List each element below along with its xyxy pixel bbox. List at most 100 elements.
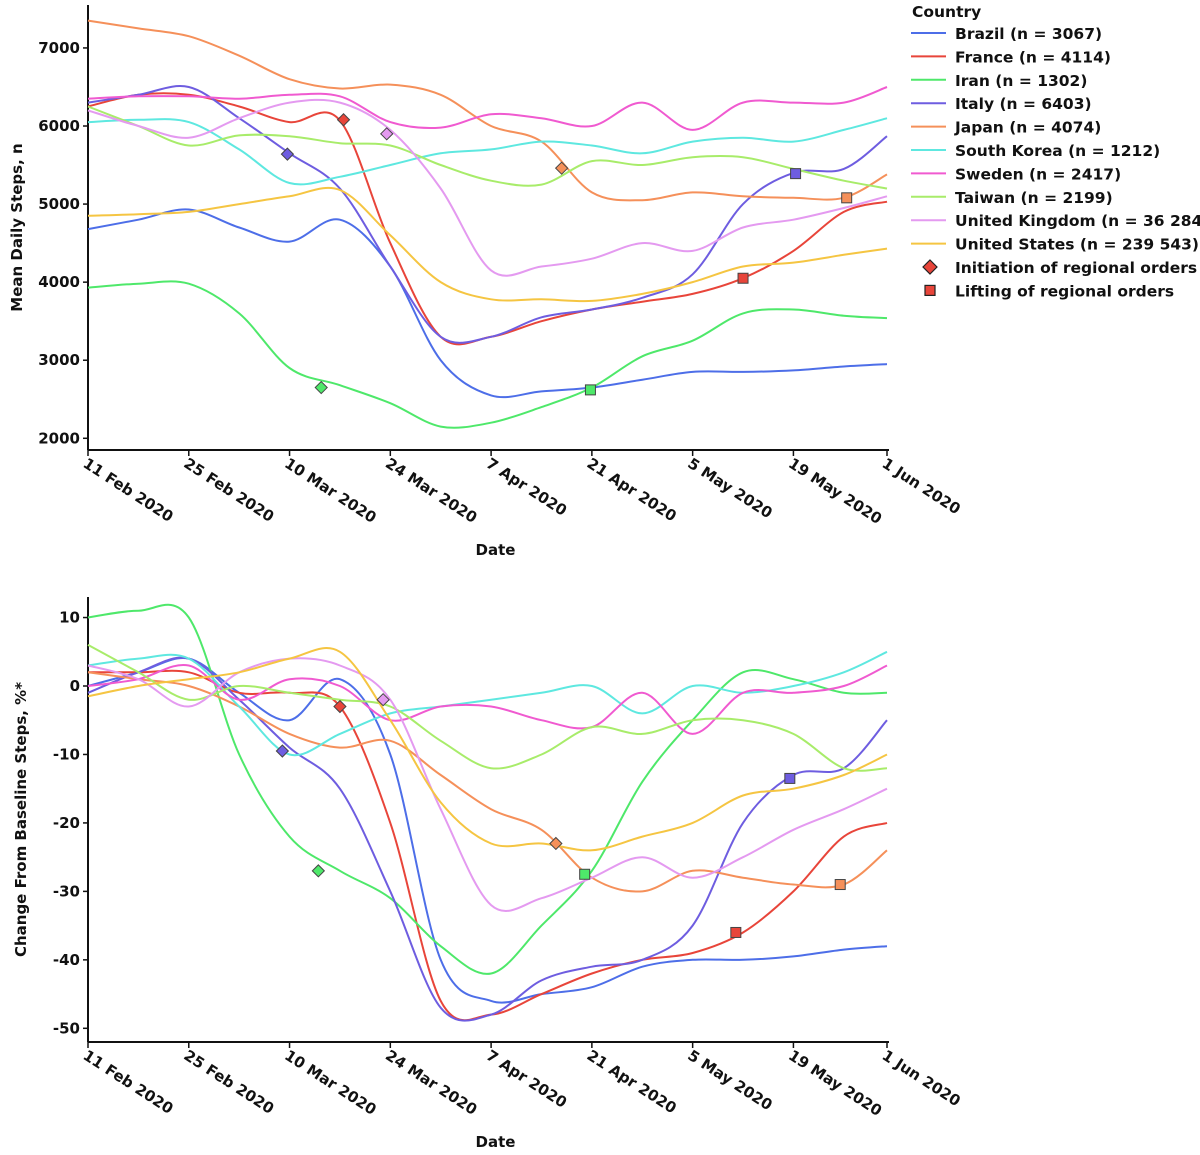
legend-label: South Korea (n = 1212) [955, 142, 1160, 160]
lifting-marker-iran [579, 868, 591, 880]
chart-panel-2: -50 -40 -30 -20 -10 0 10 11 Feb 2020 25 Feb 2020… [12, 597, 964, 1151]
legend-label: France (n = 4114) [955, 48, 1111, 66]
y-tick-label: 6000 [38, 117, 80, 135]
lifting-marker-italy [784, 772, 796, 784]
x-tick-label: 25 Feb 2020 [181, 1046, 278, 1118]
x-axis-label: Date [476, 541, 516, 559]
series-line-sweden [87, 86, 888, 131]
x-tick-label: 5 May 2020 [684, 1046, 775, 1114]
y-tick-label: 4000 [38, 273, 80, 291]
legend-label: Lifting of regional orders [955, 282, 1174, 300]
x-tick-label: 24 Mar 2020 [382, 1046, 480, 1119]
x-tick-label: 1 Jun 2020 [879, 1046, 964, 1110]
series-line-japan [87, 19, 888, 202]
y-tick-label: -10 [53, 745, 80, 763]
legend-label: Italy (n = 6403) [955, 95, 1092, 113]
legend-item: United States (n = 239 543) [911, 236, 1199, 254]
legend-item: Japan (n = 4074) [911, 119, 1101, 137]
x-tick-label: 19 May 2020 [785, 454, 885, 528]
initiation-marker-japan [549, 836, 563, 851]
series-line-france [87, 669, 888, 1022]
x-tick-label: 1 Jun 2020 [879, 454, 964, 518]
series-line-taiwan [87, 644, 888, 772]
series-line-italy [87, 656, 888, 1022]
initiation-marker-japan [554, 161, 569, 175]
legend-label: United States (n = 239 543) [955, 236, 1199, 254]
lifting-marker-italy [790, 168, 802, 180]
series-line-south-korea [87, 117, 888, 186]
y-tick-label: -50 [53, 1019, 80, 1037]
lifting-marker-france [730, 926, 742, 938]
series-line-sweden [87, 663, 888, 735]
legend-title: Country [912, 3, 981, 21]
x-tick-label: 10 Mar 2020 [281, 1046, 379, 1119]
square-icon [924, 284, 936, 296]
initiation-marker-france [336, 113, 351, 127]
diamond-icon [922, 259, 938, 275]
initiation-marker-iran [311, 864, 326, 878]
legend-item: South Korea (n = 1212) [911, 142, 1160, 160]
series-line-brazil [87, 657, 888, 1004]
lifting-marker-japan [834, 879, 846, 891]
initiation-marker-france [333, 699, 347, 714]
x-tick-label: 24 Mar 2020 [382, 454, 480, 527]
y-tick-label: 0 [70, 677, 80, 695]
x-tick-label: 11 Feb 2020 [80, 1046, 177, 1118]
initiation-marker-iran [314, 380, 328, 395]
initiation-marker-italy [275, 744, 290, 758]
series-line-iran [87, 280, 888, 429]
legend-item: Brazil (n = 3067) [911, 25, 1102, 43]
series-line-united-states [87, 186, 888, 303]
legend-item: Sweden (n = 2417) [911, 165, 1121, 183]
x-tick-label: 5 May 2020 [684, 454, 775, 522]
legend-label: Sweden (n = 2417) [955, 165, 1121, 183]
series-line-taiwan [87, 105, 888, 190]
y-axis-label: Change From Baseline Steps, %* [12, 682, 30, 957]
y-axis-label: Mean Daily Steps, n [8, 143, 26, 311]
legend-label: Brazil (n = 3067) [955, 25, 1102, 43]
legend-label: Iran (n = 1302) [955, 72, 1087, 90]
y-tick-label: 7000 [38, 39, 80, 57]
x-tick-label: 11 Feb 2020 [80, 454, 177, 526]
x-tick-label: 7 Apr 2020 [483, 1046, 570, 1111]
initiation-marker-united-kingdom [376, 692, 390, 707]
x-axis-label: Date [476, 1133, 516, 1151]
legend-item: Initiation of regional orders [922, 259, 1197, 277]
initiation-marker-italy [280, 147, 295, 161]
legend-item: Italy (n = 6403) [911, 95, 1092, 113]
legend-label: Taiwan (n = 2199) [955, 189, 1113, 207]
series-line-brazil [87, 208, 888, 399]
x-tick-label: 25 Feb 2020 [181, 454, 278, 526]
series-line-united-kingdom [87, 657, 888, 912]
y-tick-label: 2000 [38, 429, 80, 447]
legend-label: Japan (n = 4074) [954, 119, 1101, 137]
y-tick-label: -20 [53, 814, 80, 832]
series-line-united-states [87, 647, 888, 852]
lifting-marker-japan [841, 192, 853, 204]
x-tick-label: 7 Apr 2020 [483, 454, 570, 519]
lifting-marker-iran [584, 384, 596, 396]
legend-item: Lifting of regional orders [924, 282, 1174, 300]
legend-item: United Kingdom (n = 36 284) [911, 212, 1200, 230]
series-line-iran [87, 603, 888, 975]
x-tick-label: 21 Apr 2020 [584, 454, 680, 525]
legend-label: Initiation of regional orders [955, 259, 1197, 277]
y-tick-label: 10 [59, 609, 80, 627]
x-tick-label: 10 Mar 2020 [281, 454, 379, 527]
x-tick-label: 19 May 2020 [785, 1046, 885, 1120]
legend-item: France (n = 4114) [911, 48, 1111, 66]
series-line-united-kingdom [87, 98, 888, 277]
x-tick-label: 21 Apr 2020 [584, 1046, 680, 1117]
y-tick-label: -40 [53, 951, 80, 969]
legend-item: Taiwan (n = 2199) [911, 189, 1113, 207]
y-tick-label: 3000 [38, 351, 80, 369]
legend-label: United Kingdom (n = 36 284) [955, 212, 1200, 230]
series-line-japan [87, 671, 888, 893]
y-tick-label: 5000 [38, 195, 80, 213]
initiation-marker-united-kingdom [380, 127, 394, 141]
series-line-south-korea [87, 650, 888, 757]
y-tick-label: -30 [53, 882, 80, 900]
legend-item: Iran (n = 1302) [911, 72, 1087, 90]
